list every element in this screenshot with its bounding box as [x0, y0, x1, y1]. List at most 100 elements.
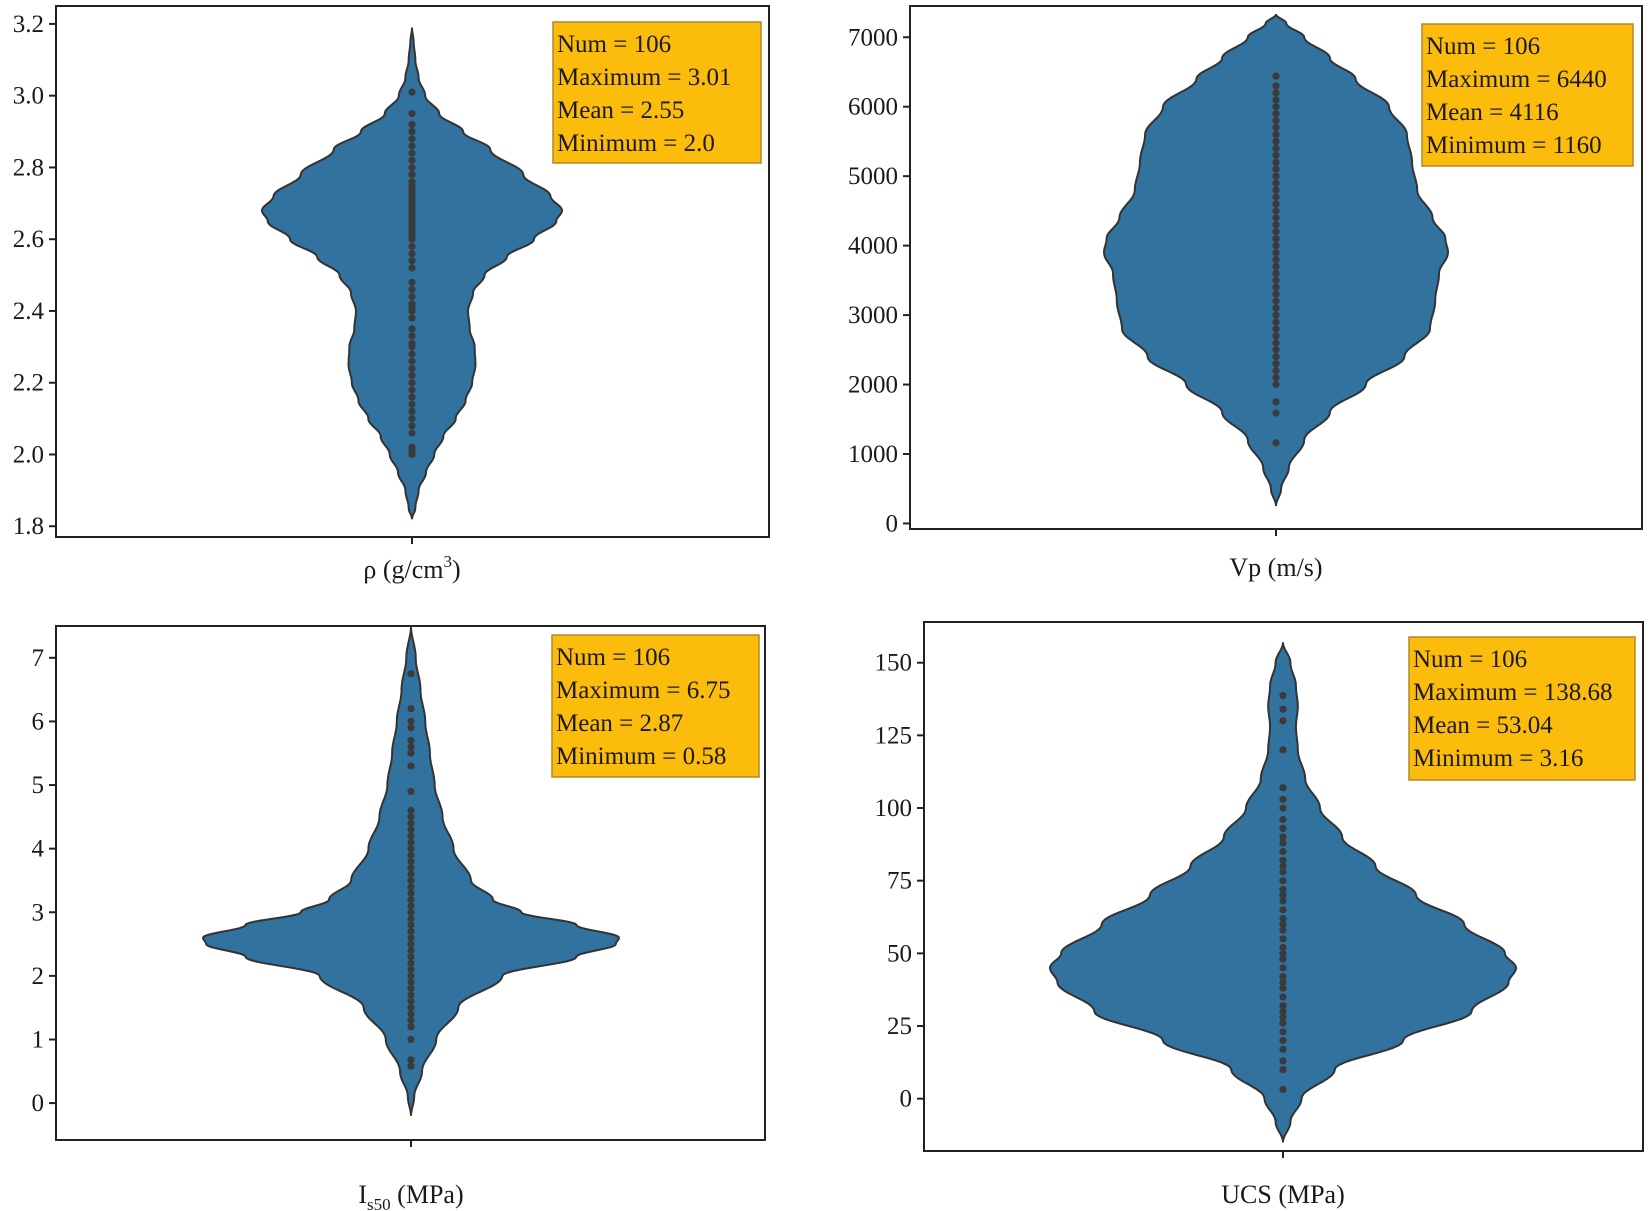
- data-point: [1279, 955, 1287, 963]
- data-point: [1272, 96, 1280, 104]
- data-point: [1279, 816, 1287, 824]
- data-point: [1279, 848, 1287, 856]
- y-tick-label: 7: [32, 645, 45, 672]
- data-point: [407, 895, 415, 904]
- data-point: [1279, 804, 1287, 812]
- y-axis: 0 1 2 3 4 5 6 7: [32, 645, 56, 1117]
- x-axis-label: UCS (MPa): [1221, 1180, 1345, 1209]
- data-point: [407, 819, 415, 827]
- y-tick-label: 1: [32, 1026, 45, 1053]
- data-point: [1279, 833, 1287, 841]
- data-point: [407, 915, 415, 923]
- data-point: [1279, 1002, 1287, 1010]
- data-point: [1279, 973, 1287, 981]
- data-point: [407, 940, 415, 948]
- stats-min: Minimum = 1160: [1426, 132, 1602, 159]
- y-tick-label: 4: [32, 836, 45, 863]
- data-point: [1272, 360, 1280, 368]
- data-point: [1272, 72, 1280, 80]
- data-point: [1279, 993, 1287, 1001]
- data-point: [1272, 214, 1280, 222]
- data-point: [407, 762, 415, 770]
- data-point: [1272, 398, 1280, 406]
- data-point: [1272, 304, 1280, 312]
- stats-mean: Mean = 53.04: [1413, 712, 1553, 739]
- data-point: [408, 149, 416, 157]
- x-label-main: I: [358, 1180, 367, 1209]
- data-point: [408, 443, 416, 451]
- stats-mean: Mean = 2.55: [557, 97, 684, 124]
- data-point: [1279, 906, 1287, 914]
- data-point: [407, 927, 415, 935]
- data-point: [1272, 339, 1280, 347]
- data-point: [408, 364, 416, 372]
- y-tick-label: 3: [32, 899, 45, 926]
- data-point: [1279, 885, 1287, 894]
- data-point: [1279, 1057, 1287, 1065]
- data-point: [1272, 89, 1280, 97]
- data-point: [407, 749, 415, 757]
- y-tick-label: 2.6: [13, 226, 44, 253]
- y-tick-label: 2000: [848, 372, 898, 399]
- stats-box: [551, 634, 760, 778]
- data-point: [1279, 926, 1287, 934]
- stats-min: Minimum = 3.16: [1413, 745, 1583, 772]
- data-point: [407, 1023, 415, 1031]
- data-point: [407, 946, 415, 955]
- data-point: [408, 293, 416, 301]
- data-point: [407, 670, 415, 678]
- data-point: [407, 997, 415, 1005]
- data-point: [408, 264, 416, 272]
- data-point: [1272, 151, 1280, 159]
- data-point: [407, 978, 415, 986]
- data-point: [407, 851, 415, 859]
- data-point: [1279, 978, 1287, 987]
- data-points: [407, 670, 415, 1070]
- y-tick-label: 5: [32, 772, 45, 799]
- data-point: [1272, 228, 1280, 236]
- y-tick-label: 0: [32, 1090, 45, 1117]
- data-point: [408, 171, 416, 179]
- data-point: [407, 838, 415, 846]
- data-point: [407, 889, 415, 897]
- data-point: [1272, 172, 1280, 180]
- stats-mean: Mean = 4116: [1426, 99, 1559, 126]
- data-point: [408, 400, 416, 408]
- y-tick-label: 0: [886, 510, 899, 537]
- data-point: [1272, 297, 1280, 305]
- stats-min: Minimum = 0.58: [556, 743, 726, 770]
- data-point: [1272, 346, 1280, 354]
- data-point: [1272, 123, 1280, 132]
- y-tick-label: 50: [887, 940, 912, 967]
- data-point: [1272, 367, 1280, 375]
- data-point: [1279, 746, 1287, 754]
- data-point: [1279, 964, 1287, 972]
- y-tick-label: 2.0: [13, 441, 44, 468]
- stats-max: Maximum = 6.75: [556, 677, 731, 704]
- y-tick-label: 6000: [848, 94, 898, 121]
- data-point: [1272, 380, 1280, 389]
- data-point: [1272, 255, 1280, 264]
- data-point: [408, 142, 416, 150]
- y-tick-label: 1000: [848, 441, 898, 468]
- data-point: [408, 278, 416, 286]
- y-tick-label: 2.4: [13, 298, 45, 325]
- data-point: [407, 832, 415, 840]
- data-point: [1272, 374, 1280, 382]
- data-point: [1272, 276, 1280, 284]
- y-axis: 0 1000 2000 3000 4000 5000 6000 7000: [848, 24, 910, 537]
- data-point: [407, 1004, 415, 1012]
- y-tick-label: 0: [900, 1086, 913, 1113]
- data-point: [407, 1010, 415, 1018]
- data-point: [407, 959, 415, 967]
- data-point: [1279, 897, 1287, 905]
- data-point: [408, 332, 416, 340]
- data-point: [408, 178, 416, 186]
- y-tick-label: 75: [887, 868, 912, 895]
- data-point: [408, 242, 416, 250]
- data-point: [1272, 242, 1280, 250]
- stats-min: Minimum = 2.0: [557, 130, 715, 157]
- data-point: [407, 826, 415, 834]
- x-axis-label: Vp (m/s): [1229, 553, 1322, 582]
- y-tick-label: 6: [32, 708, 45, 735]
